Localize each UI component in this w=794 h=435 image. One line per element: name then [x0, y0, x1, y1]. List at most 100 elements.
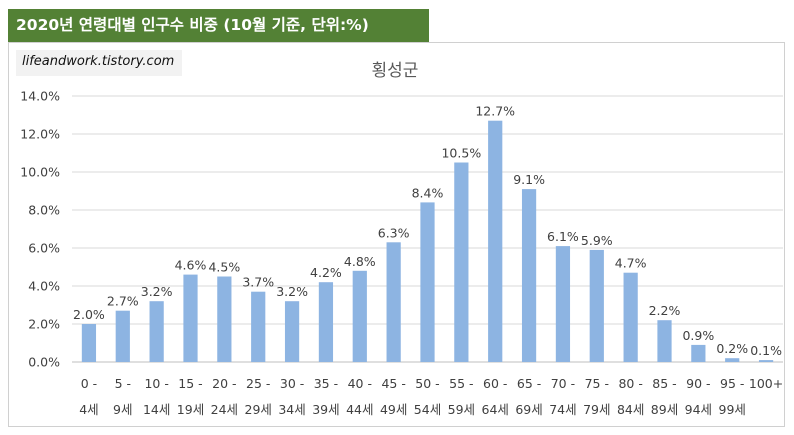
- x-tick-label: 69세: [515, 402, 542, 417]
- x-tick-label: 59세: [448, 402, 475, 417]
- chart-header-banner: 2020년 연령대별 인구수 비중 (10월 기준, 단위:%): [8, 9, 429, 42]
- x-tick-label: 100+: [749, 376, 783, 391]
- x-tick-label: 89세: [651, 402, 678, 417]
- bar: [386, 242, 401, 362]
- data-label: 4.7%: [615, 256, 647, 271]
- bar: [657, 320, 672, 362]
- bar: [217, 276, 232, 362]
- x-tick-label: 10 -: [144, 376, 168, 391]
- bar: [521, 189, 537, 362]
- data-label: 4.5%: [208, 260, 240, 275]
- data-label: 6.3%: [378, 225, 410, 240]
- data-label: 9.1%: [513, 172, 545, 187]
- y-tick-label: 10.0%: [20, 165, 60, 180]
- data-label: 10.5%: [441, 146, 481, 161]
- data-label: 12.7%: [475, 104, 515, 119]
- x-tick-label: 74세: [549, 402, 576, 417]
- data-label: 0.1%: [750, 343, 782, 358]
- data-label: 4.2%: [310, 265, 342, 280]
- data-label: 2.0%: [73, 307, 105, 322]
- x-tick-label: 4세: [79, 402, 98, 417]
- x-tick-label: 14세: [143, 402, 170, 417]
- data-label: 6.1%: [547, 229, 579, 244]
- data-label: 8.4%: [412, 185, 444, 200]
- data-label: 0.2%: [716, 341, 748, 356]
- bar: [251, 291, 266, 362]
- watermark-url: lifeandwork.tistory.com: [16, 50, 182, 76]
- bar: [589, 249, 604, 362]
- x-tick-label: 95 -: [720, 376, 744, 391]
- bar: [318, 282, 334, 362]
- bar: [488, 120, 503, 362]
- bar: [352, 270, 367, 362]
- data-label: 4.8%: [344, 254, 376, 269]
- y-tick-label: 8.0%: [28, 203, 60, 218]
- bar: [555, 246, 571, 362]
- bar: [183, 274, 198, 362]
- bar: [623, 272, 638, 362]
- data-label: 0.9%: [682, 328, 714, 343]
- data-label: 4.6%: [175, 258, 207, 273]
- data-label: 3.7%: [242, 275, 274, 290]
- x-tick-label: 60 -: [483, 376, 507, 391]
- y-tick-label: 0.0%: [28, 355, 60, 370]
- y-tick-label: 4.0%: [28, 279, 60, 294]
- chart-data-labels: 2.0%2.7%3.2%4.6% 4.5%3.7%3.2%4.2%4.8%6.3%…: [73, 104, 782, 358]
- x-tick-label: 79세: [583, 402, 610, 417]
- x-tick-label: 35 -: [314, 376, 338, 391]
- x-tick-label: 99세: [719, 402, 746, 417]
- x-tick-label: 5 -: [115, 376, 131, 391]
- y-tick-label: 6.0%: [28, 241, 60, 256]
- y-tick-label: 14.0%: [20, 89, 60, 104]
- bar: [284, 301, 300, 362]
- chart-frame: [8, 42, 785, 427]
- x-tick-label: 65 -: [517, 376, 541, 391]
- bar: [758, 360, 774, 362]
- x-tick-label: 0 -: [81, 376, 97, 391]
- x-tick-label: 80 -: [618, 376, 642, 391]
- bar: [81, 324, 97, 362]
- x-tick-label: 15 -: [178, 376, 202, 391]
- data-label: 3.2%: [276, 284, 308, 299]
- x-tick-label: 40 -: [348, 376, 372, 391]
- y-tick-label: 2.0%: [28, 317, 60, 332]
- bar: [725, 358, 740, 362]
- x-tick-label: 64세: [482, 402, 509, 417]
- x-tick-label: 55 -: [449, 376, 473, 391]
- x-tick-label: 84세: [617, 402, 644, 417]
- x-tick-label: 30 -: [280, 376, 304, 391]
- x-tick-label: 20 -: [212, 376, 236, 391]
- bar: [691, 344, 706, 362]
- bar: [420, 202, 435, 362]
- x-tick-label: 85 -: [652, 376, 676, 391]
- x-tick-label: 49세: [380, 402, 407, 417]
- x-tick-label: 45 -: [381, 376, 405, 391]
- y-axis-ticks: 0.0% 2.0% 4.0% 6.0% 8.0% 10.0% 12.0% 14.0%: [20, 89, 60, 370]
- data-label: 5.9%: [581, 233, 613, 248]
- chart-bars: [81, 120, 774, 362]
- bar: [454, 162, 469, 362]
- y-tick-label: 12.0%: [20, 127, 60, 142]
- x-tick-label: 90 -: [686, 376, 710, 391]
- x-tick-label: 39세: [312, 402, 339, 417]
- x-tick-label: 75 -: [585, 376, 609, 391]
- data-label: 2.2%: [649, 303, 681, 318]
- x-tick-label: 9세: [113, 402, 132, 417]
- x-tick-label: 44세: [346, 402, 373, 417]
- bar: [115, 310, 130, 362]
- x-tick-label: 24세: [211, 402, 238, 417]
- x-tick-label: 34세: [278, 402, 305, 417]
- x-tick-label: 94세: [685, 402, 712, 417]
- x-tick-label: 25 -: [246, 376, 270, 391]
- data-label: 2.7%: [107, 294, 139, 309]
- x-axis-ticks: 0 - 4세 5 - 9세 10 - 14세 15 - 19세 20 - 24세 25 - 29세 30…: [79, 376, 783, 417]
- x-tick-label: 19세: [177, 402, 204, 417]
- x-tick-label: 50 -: [415, 376, 439, 391]
- data-label: 3.2%: [141, 284, 173, 299]
- x-tick-label: 29세: [245, 402, 272, 417]
- x-tick-label: 70 -: [551, 376, 575, 391]
- bar: [149, 301, 164, 362]
- x-tick-label: 54세: [414, 402, 441, 417]
- chart-title: 횡성군: [372, 61, 419, 81]
